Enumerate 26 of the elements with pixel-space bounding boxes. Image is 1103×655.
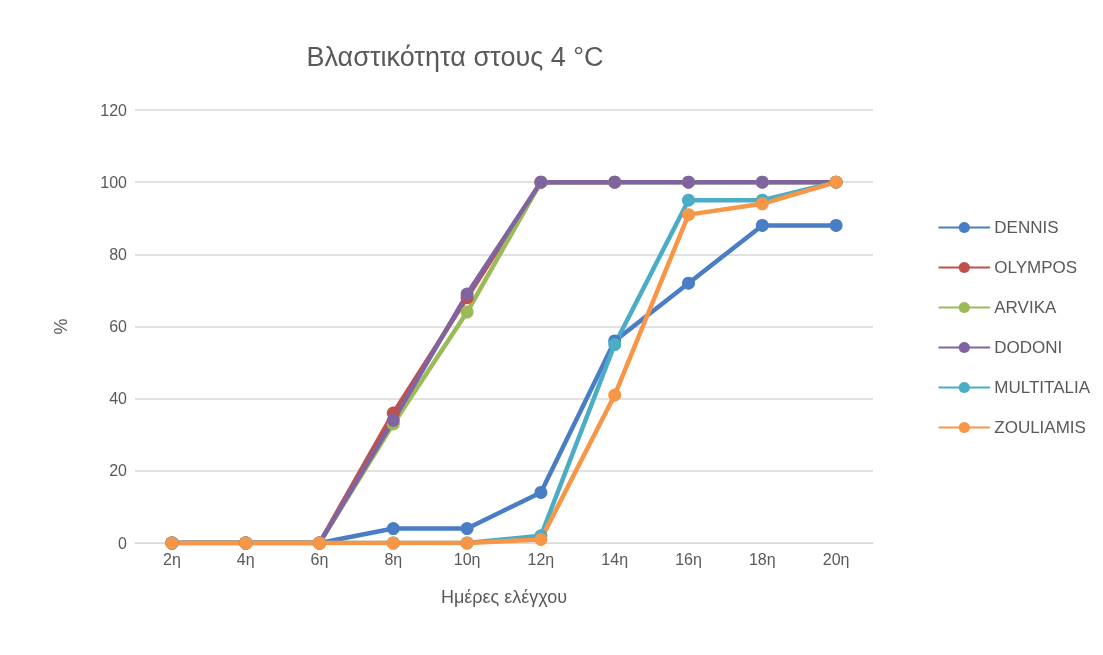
legend-label: DODONI [994,338,1063,357]
x-tick-label: 2η [163,550,181,568]
x-axis-title: Ημέρες ελέγχου [440,587,568,607]
x-tick-label: 16η [675,550,702,568]
chart-title: Βλαστικότητα στους 4 °C [306,41,604,72]
y-axis-title: % [51,318,71,335]
x-tick-label: 14η [601,550,629,568]
y-tick-label: 20 [109,462,128,480]
legend-label: DENNIS [994,218,1059,237]
y-tick-label: 60 [109,318,128,335]
y-tick-label: 80 [109,245,128,263]
x-tick-label: 6η [310,550,329,568]
x-tick-label: 12η [527,550,555,568]
y-tick-label: 0 [118,534,128,552]
legend-label: ARVIKA [994,298,1057,317]
y-tick-label: 100 [100,173,128,191]
x-tick-label: 20η [822,550,850,568]
x-tick-label: 10η [453,550,481,568]
legend-label: MULTITALIA [994,378,1091,397]
x-tick-label: 8η [384,550,403,568]
y-tick-label: 120 [100,101,128,119]
y-tick-label: 40 [109,390,128,408]
legend-label: ZOULIAMIS [994,418,1086,437]
x-tick-label: 18η [748,550,776,568]
x-tick-label: 4η [236,550,255,568]
legend-label: OLYMPOS [994,258,1078,277]
